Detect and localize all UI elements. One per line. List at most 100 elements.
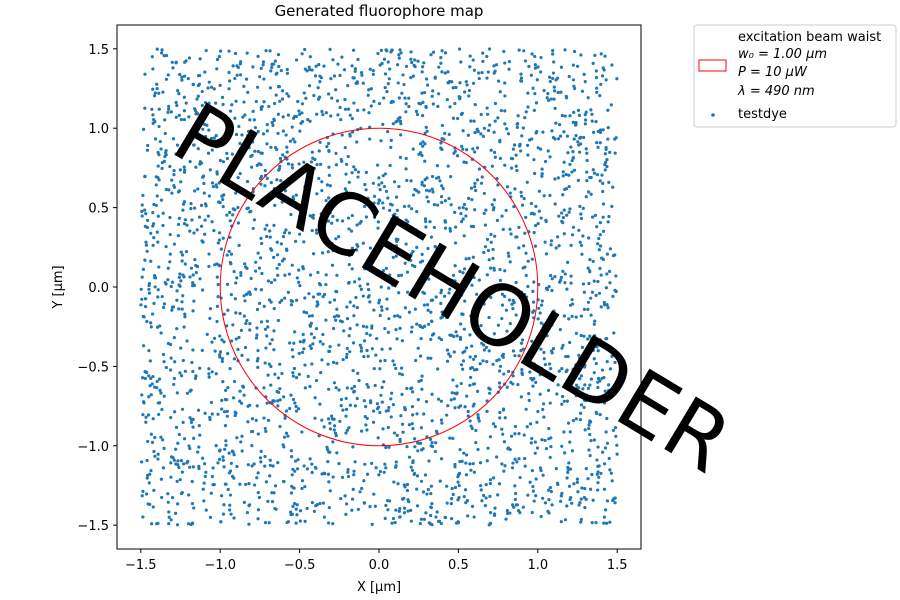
scatter-point	[228, 367, 232, 371]
scatter-point	[483, 245, 488, 249]
scatter-point	[378, 188, 382, 192]
scatter-point	[155, 82, 159, 86]
scatter-point	[303, 519, 307, 523]
scatter-point	[401, 254, 406, 258]
scatter-point	[196, 450, 200, 454]
scatter-point	[389, 145, 393, 149]
scatter-point	[430, 523, 434, 527]
scatter-point	[502, 372, 506, 376]
scatter-point	[424, 105, 428, 109]
scatter-point	[439, 316, 443, 320]
scatter-point	[176, 502, 180, 506]
scatter-point	[359, 349, 363, 353]
scatter-point	[288, 341, 292, 345]
scatter-point	[381, 201, 385, 205]
scatter-point	[331, 360, 336, 365]
scatter-point	[258, 176, 263, 181]
scatter-point	[286, 520, 291, 524]
scatter-point	[311, 156, 315, 160]
scatter-point	[492, 130, 496, 134]
scatter-point	[512, 143, 517, 147]
x-tick-label: 1.0	[527, 558, 548, 573]
scatter-point	[513, 432, 517, 436]
scatter-point	[346, 107, 351, 111]
scatter-point	[167, 515, 171, 519]
scatter-point	[348, 132, 352, 136]
scatter-point	[227, 70, 231, 75]
scatter-point	[200, 103, 204, 108]
scatter-point	[359, 429, 364, 433]
scatter-point	[228, 235, 232, 240]
scatter-point	[598, 233, 602, 237]
scatter-point	[283, 416, 287, 420]
scatter-point	[179, 250, 183, 254]
scatter-point	[587, 236, 591, 240]
scatter-point	[409, 519, 413, 523]
scatter-point	[163, 131, 167, 136]
scatter-point	[505, 385, 509, 389]
scatter-point	[430, 333, 435, 337]
scatter-point	[387, 286, 391, 290]
scatter-point	[519, 149, 523, 153]
scatter-point	[372, 492, 376, 496]
scatter-point	[244, 77, 249, 81]
scatter-point	[460, 459, 464, 463]
scatter-point	[407, 423, 412, 427]
scatter-point	[563, 518, 568, 522]
scatter-point	[610, 354, 614, 358]
scatter-point	[568, 440, 572, 444]
scatter-point	[199, 203, 204, 207]
scatter-point	[239, 440, 243, 444]
scatter-point	[330, 263, 335, 267]
scatter-point	[183, 315, 187, 319]
scatter-point	[153, 91, 157, 95]
scatter-point	[582, 394, 586, 398]
scatter-point	[369, 399, 373, 403]
scatter-point	[227, 49, 231, 53]
scatter-point	[268, 86, 273, 90]
scatter-point	[234, 132, 239, 137]
scatter-point	[213, 349, 217, 353]
scatter-point	[169, 461, 173, 465]
scatter-point	[564, 354, 568, 359]
scatter-point	[470, 197, 474, 202]
scatter-point	[487, 47, 492, 51]
scatter-point	[257, 495, 261, 500]
scatter-point	[329, 77, 333, 81]
scatter-point	[187, 444, 191, 448]
scatter-point	[145, 148, 150, 152]
scatter-point	[291, 504, 295, 509]
scatter-point	[580, 345, 585, 349]
scatter-point	[291, 374, 295, 378]
scatter-point	[514, 313, 518, 317]
scatter-point	[336, 113, 340, 117]
scatter-point	[602, 401, 607, 405]
scatter-point	[208, 316, 212, 320]
scatter-point	[267, 298, 272, 302]
scatter-point	[567, 185, 571, 189]
scatter-point	[593, 213, 598, 217]
scatter-point	[613, 496, 617, 500]
scatter-point	[300, 52, 304, 56]
scatter-point	[141, 413, 145, 417]
scatter-point	[574, 315, 578, 319]
scatter-point	[190, 502, 195, 506]
scatter-point	[429, 356, 433, 360]
scatter-point	[596, 464, 600, 468]
scatter-point	[524, 273, 528, 278]
scatter-point	[387, 445, 391, 449]
scatter-point	[503, 94, 507, 98]
scatter-point	[430, 298, 435, 302]
scatter-point	[157, 124, 161, 129]
scatter-point	[482, 191, 486, 196]
scatter-point	[589, 337, 593, 341]
scatter-point	[440, 137, 444, 141]
scatter-point	[229, 461, 233, 465]
scatter-point	[162, 159, 166, 164]
scatter-point	[501, 408, 506, 412]
scatter-point	[360, 73, 364, 77]
scatter-point	[319, 212, 323, 216]
scatter-point	[140, 297, 144, 301]
scatter-point	[500, 292, 505, 296]
scatter-point	[482, 126, 487, 130]
